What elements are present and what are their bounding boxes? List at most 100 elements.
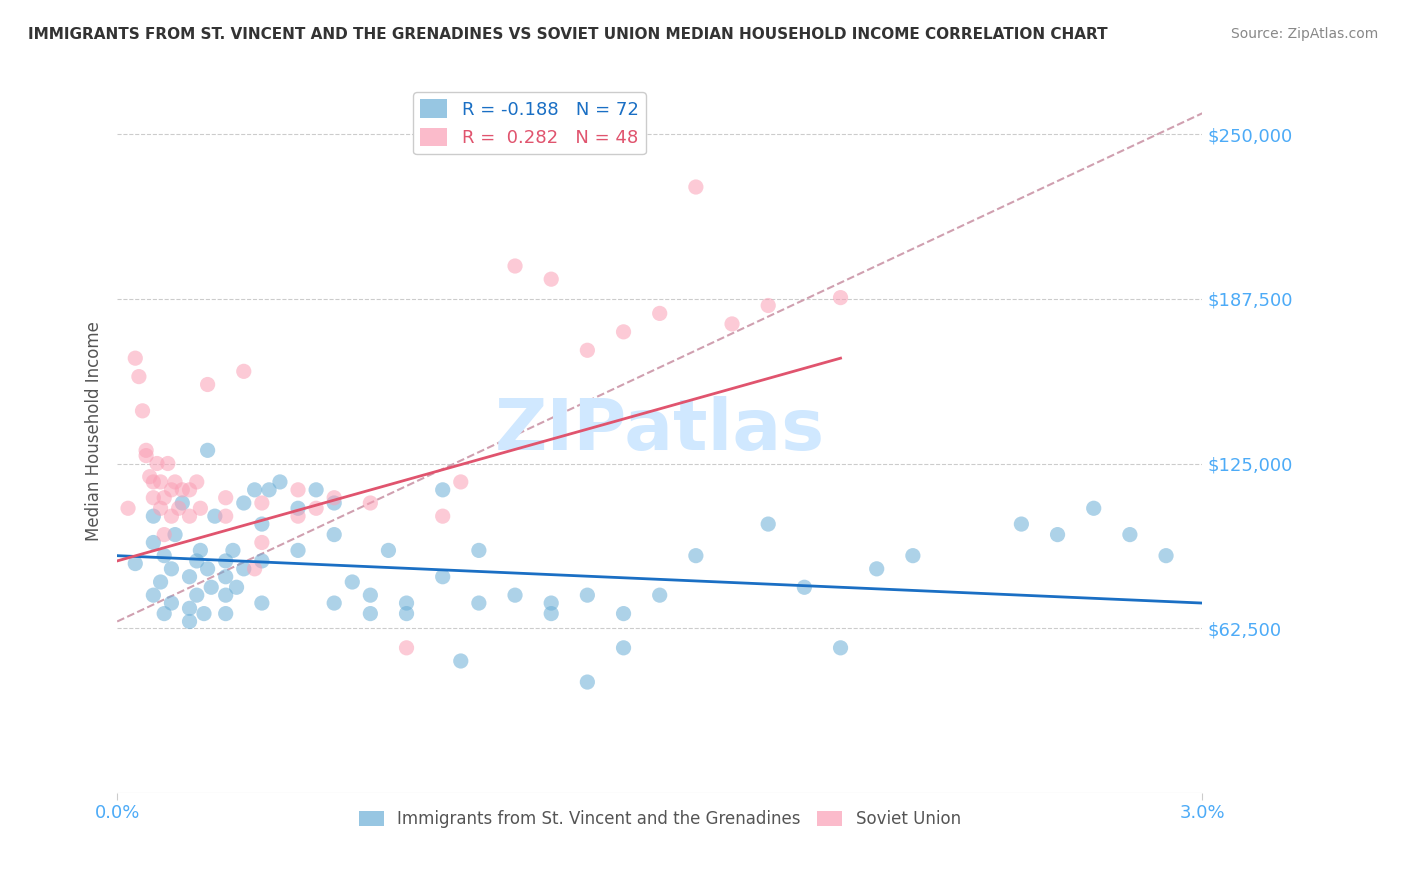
Point xyxy=(1119,527,1142,541)
Point xyxy=(215,509,238,524)
Point xyxy=(395,640,418,655)
Point xyxy=(149,574,172,589)
Point xyxy=(153,491,176,505)
Point xyxy=(359,496,381,510)
Point xyxy=(179,509,201,524)
Point xyxy=(139,469,162,483)
Point xyxy=(323,596,346,610)
Point xyxy=(186,588,208,602)
Point xyxy=(612,640,634,655)
Point xyxy=(232,496,254,510)
Point xyxy=(160,562,183,576)
Legend: Immigrants from St. Vincent and the Grenadines, Soviet Union: Immigrants from St. Vincent and the Gren… xyxy=(352,804,967,835)
Point xyxy=(395,607,418,621)
Point xyxy=(830,291,852,305)
Point xyxy=(172,496,194,510)
Point xyxy=(287,501,309,516)
Point xyxy=(124,557,146,571)
Point xyxy=(721,317,744,331)
Point xyxy=(269,475,291,489)
Point xyxy=(377,543,399,558)
Point xyxy=(153,549,176,563)
Point xyxy=(186,554,208,568)
Point xyxy=(190,501,212,516)
Point xyxy=(142,509,165,524)
Point xyxy=(135,449,157,463)
Point xyxy=(250,554,273,568)
Point xyxy=(287,483,309,497)
Point xyxy=(142,491,165,505)
Point xyxy=(215,554,238,568)
Point xyxy=(190,543,212,558)
Point xyxy=(179,615,201,629)
Point xyxy=(830,640,852,655)
Point xyxy=(450,654,472,668)
Point xyxy=(146,457,169,471)
Point xyxy=(323,496,346,510)
Point xyxy=(243,562,266,576)
Point xyxy=(167,501,190,516)
Point xyxy=(1046,527,1069,541)
Point xyxy=(756,517,779,532)
Point xyxy=(222,543,245,558)
Point xyxy=(793,580,815,594)
Point xyxy=(503,588,526,602)
Point xyxy=(432,509,454,524)
Point xyxy=(257,483,280,497)
Point xyxy=(149,501,172,516)
Point xyxy=(156,457,179,471)
Point xyxy=(576,588,599,602)
Point xyxy=(200,580,222,594)
Point xyxy=(215,588,238,602)
Point xyxy=(287,543,309,558)
Point xyxy=(450,475,472,489)
Point xyxy=(648,588,671,602)
Point xyxy=(576,343,599,358)
Point xyxy=(612,325,634,339)
Point xyxy=(395,596,418,610)
Point xyxy=(160,596,183,610)
Point xyxy=(232,364,254,378)
Point xyxy=(243,483,266,497)
Point xyxy=(197,562,219,576)
Point xyxy=(305,501,328,516)
Point xyxy=(540,607,562,621)
Text: ZIPatlas: ZIPatlas xyxy=(495,396,825,465)
Point xyxy=(866,562,889,576)
Point xyxy=(503,259,526,273)
Point xyxy=(685,180,707,194)
Point xyxy=(124,351,146,366)
Point xyxy=(323,527,346,541)
Point xyxy=(250,596,273,610)
Point xyxy=(250,517,273,532)
Point xyxy=(250,535,273,549)
Point xyxy=(197,377,219,392)
Point xyxy=(215,491,238,505)
Point xyxy=(215,607,238,621)
Point xyxy=(172,483,194,497)
Point xyxy=(576,675,599,690)
Point xyxy=(193,607,215,621)
Y-axis label: Median Household Income: Median Household Income xyxy=(86,320,103,541)
Point xyxy=(142,535,165,549)
Point xyxy=(165,475,187,489)
Point xyxy=(685,549,707,563)
Point xyxy=(540,272,562,286)
Point xyxy=(1083,501,1105,516)
Text: IMMIGRANTS FROM ST. VINCENT AND THE GRENADINES VS SOVIET UNION MEDIAN HOUSEHOLD : IMMIGRANTS FROM ST. VINCENT AND THE GREN… xyxy=(28,27,1108,42)
Point xyxy=(153,607,176,621)
Point xyxy=(179,483,201,497)
Point xyxy=(1154,549,1177,563)
Point xyxy=(204,509,226,524)
Point xyxy=(305,483,328,497)
Point xyxy=(756,298,779,312)
Point xyxy=(612,607,634,621)
Point xyxy=(342,574,364,589)
Point xyxy=(160,483,183,497)
Point xyxy=(432,483,454,497)
Point xyxy=(165,527,187,541)
Point xyxy=(287,509,309,524)
Point xyxy=(232,562,254,576)
Point xyxy=(128,369,150,384)
Point xyxy=(197,443,219,458)
